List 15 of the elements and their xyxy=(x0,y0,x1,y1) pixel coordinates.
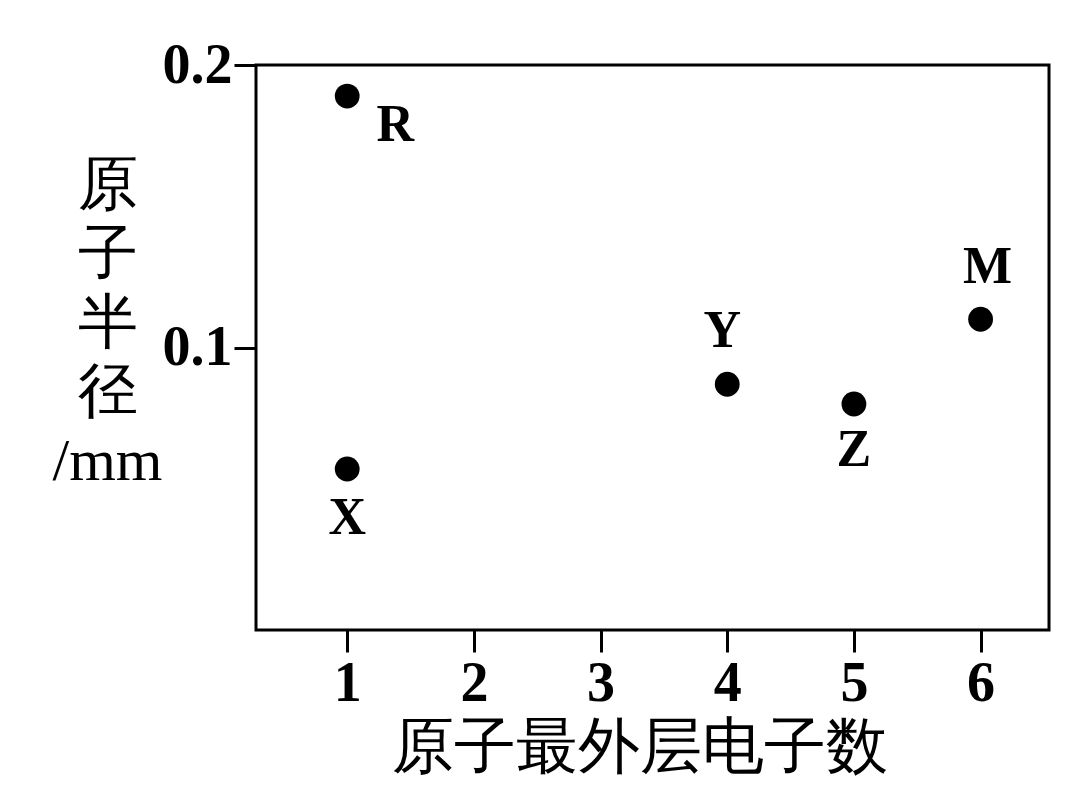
x-tick-label: 3 xyxy=(587,650,616,713)
y-tick-label: 0.1 xyxy=(162,315,233,377)
y-axis-title: 原子半径/mm xyxy=(52,150,163,493)
y-tick-label: 0.2 xyxy=(162,32,233,95)
annotation: X xyxy=(328,487,366,545)
x-tick-label: 4 xyxy=(713,650,742,713)
x-tick-label: 6 xyxy=(967,650,996,713)
x-tick-label: 2 xyxy=(460,650,489,713)
x-tick-label: 5 xyxy=(840,650,869,713)
annotation: M xyxy=(963,237,1013,295)
annotation: Y xyxy=(703,301,742,359)
x-tick-label: 1 xyxy=(333,650,362,713)
annotation: Z xyxy=(836,420,872,477)
annotation: R xyxy=(376,95,416,153)
x-axis-title: 原子最外层电子数 xyxy=(391,711,888,780)
